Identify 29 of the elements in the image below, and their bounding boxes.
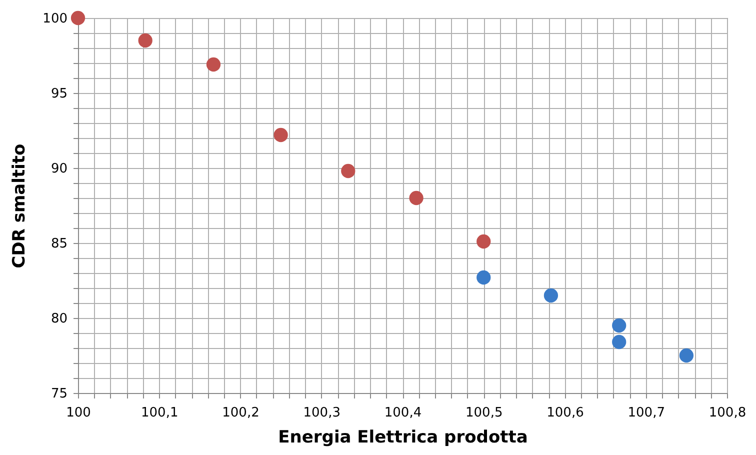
point (679, 348, 694, 363)
x-tick-label: 100,7 (628, 406, 665, 420)
x-tick-label: 100 (66, 406, 91, 420)
point (206, 57, 221, 72)
y-axis-title: CDR smaltito (10, 144, 30, 268)
point (476, 234, 491, 249)
y-tick-label: 90 (50, 162, 68, 176)
x-tick-label: 100,3 (303, 406, 340, 420)
x-tick-label: 100,2 (222, 406, 260, 420)
point (70, 10, 86, 26)
y-tick-label: 100 (42, 12, 68, 26)
y-tick-label: 85 (50, 236, 68, 252)
point (612, 318, 626, 333)
y-tick-label: 75 (50, 386, 68, 402)
x-tick-label: 100,5 (466, 406, 503, 420)
x-tick-label: 100,1 (141, 406, 178, 420)
x-axis-title: Energia Elettrica prodotta (278, 428, 528, 448)
point (544, 288, 558, 303)
x-tick-label: 100,8 (708, 406, 746, 420)
y-tick-label: 95 (50, 86, 68, 102)
point (409, 190, 424, 206)
x-tick-label: 100,6 (546, 406, 584, 420)
point (612, 334, 626, 350)
point (138, 33, 152, 48)
point (274, 128, 288, 142)
y-tick-label: 80 (50, 312, 68, 326)
point (341, 164, 356, 178)
x-tick-label: 100,4 (384, 406, 422, 420)
point (476, 270, 491, 285)
